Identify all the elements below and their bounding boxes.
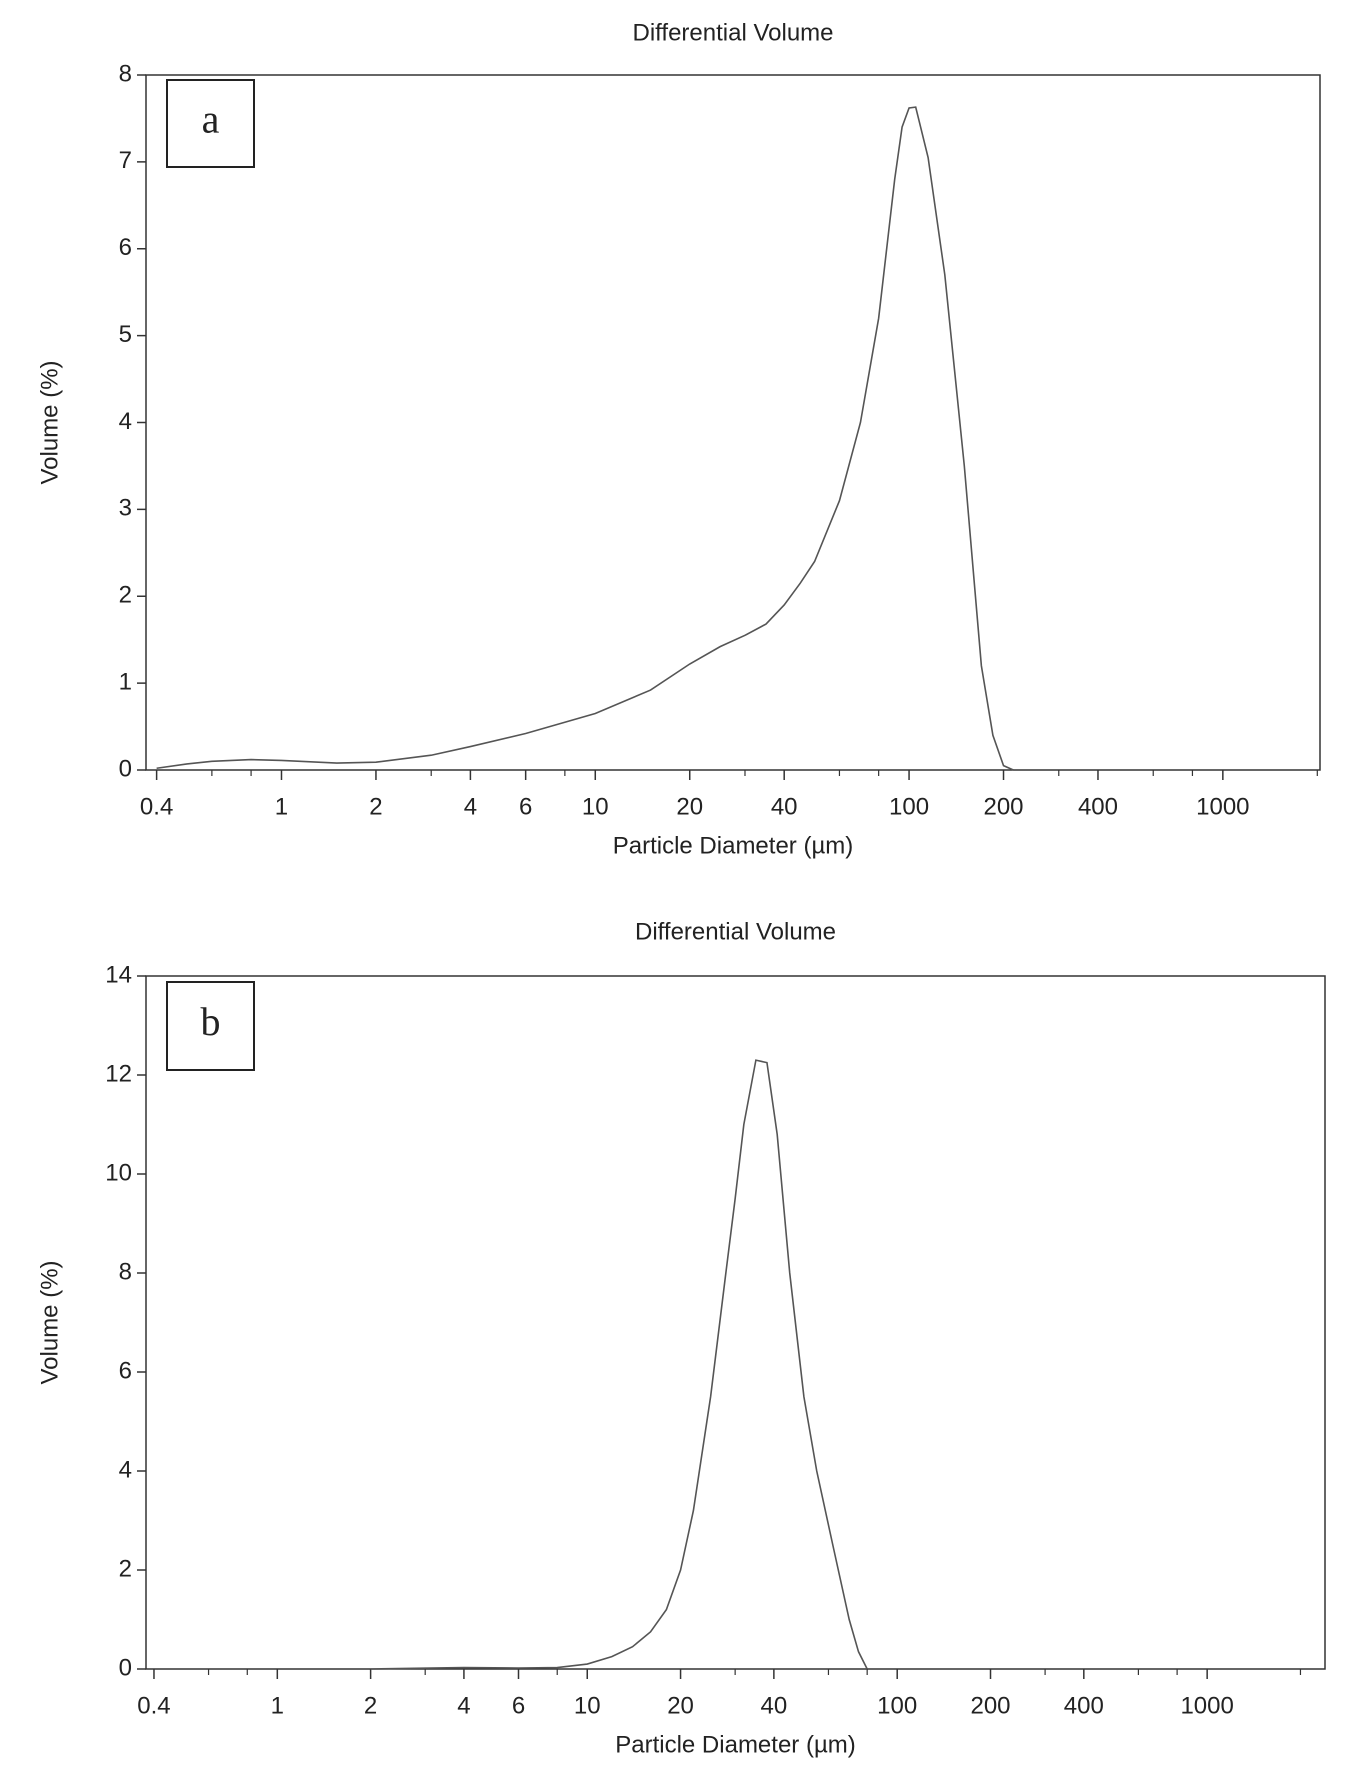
x-tick-label: 0.4 (137, 1692, 170, 1719)
y-tick-label: 7 (119, 147, 132, 174)
panel-label: a (202, 97, 220, 142)
x-tick-label: 200 (970, 1692, 1010, 1719)
plot-frame (145, 74, 1321, 771)
x-tick-label: 40 (771, 793, 798, 820)
x-tick-label: 200 (983, 793, 1023, 820)
x-tick-label: 100 (877, 1692, 917, 1719)
x-tick-label: 4 (464, 793, 477, 820)
x-tick-label: 10 (582, 793, 609, 820)
x-tick-label: 6 (512, 1692, 525, 1719)
x-axis-label: Particle Diameter (µm) (615, 1731, 856, 1758)
y-tick-label: 3 (119, 495, 132, 522)
panel-box (166, 981, 255, 1071)
y-tick-label: 4 (119, 408, 132, 435)
x-tick-label: 10 (574, 1692, 601, 1719)
x-tick-label: 400 (1064, 1692, 1104, 1719)
y-tick-label: 10 (105, 1159, 132, 1186)
x-tick-label: 1000 (1196, 793, 1249, 820)
x-tick-label: 2 (369, 793, 382, 820)
chart-title: Differential Volume (633, 19, 834, 46)
x-tick-label: 6 (519, 793, 532, 820)
x-tick-label: 0.4 (140, 793, 173, 820)
y-tick-label: 0 (119, 755, 132, 782)
chart-title: Differential Volume (635, 918, 836, 945)
y-tick-label: 2 (119, 1555, 132, 1582)
y-tick-label: 2 (119, 582, 132, 609)
x-tick-label: 40 (761, 1692, 788, 1719)
x-tick-label: 2 (364, 1692, 377, 1719)
y-tick-label: 6 (119, 1357, 132, 1384)
x-tick-label: 1000 (1180, 1692, 1233, 1719)
x-tick-label: 100 (889, 793, 929, 820)
panel-box (166, 79, 255, 168)
data-line (156, 106, 1014, 771)
y-tick-label: 6 (119, 234, 132, 261)
x-tick-label: 20 (676, 793, 703, 820)
y-tick-label: 12 (105, 1060, 132, 1087)
y-tick-label: 5 (119, 321, 132, 348)
x-axis-label: Particle Diameter (µm) (613, 832, 854, 859)
y-tick-label: 4 (119, 1456, 132, 1483)
y-axis-label: Volume (%) (36, 360, 63, 484)
data-line (370, 1059, 868, 1670)
x-tick-label: 400 (1078, 793, 1118, 820)
y-tick-label: 0 (119, 1654, 132, 1681)
y-axis-label: Volume (%) (36, 1260, 63, 1384)
y-tick-label: 8 (119, 1258, 132, 1285)
x-tick-label: 20 (667, 1692, 694, 1719)
plot-frame (145, 975, 1326, 1670)
y-tick-label: 1 (119, 668, 132, 695)
x-tick-label: 4 (457, 1692, 470, 1719)
x-tick-label: 1 (271, 1692, 284, 1719)
y-tick-label: 8 (119, 60, 132, 87)
x-tick-label: 1 (275, 793, 288, 820)
panel-label: b (201, 999, 221, 1044)
y-tick-label: 14 (105, 961, 132, 988)
